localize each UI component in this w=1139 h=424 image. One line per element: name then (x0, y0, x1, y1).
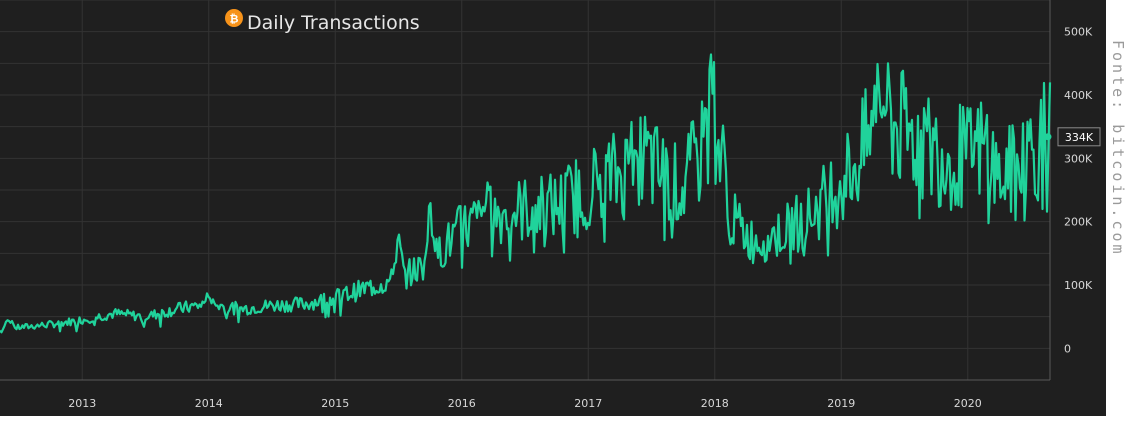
series-line (0, 53, 1052, 334)
x-tick-label: 2014 (195, 397, 223, 410)
y-tick-label: 100K (1064, 279, 1093, 292)
y-axis: 500K 400K 300K 200K 100K 0 (1064, 26, 1093, 356)
source-note: Fonte: bitcoin.com (1109, 40, 1133, 340)
x-axis: 2013 2014 2015 2016 2017 2018 2019 2020 (68, 397, 982, 410)
source-note-text: Fonte: bitcoin.com (1109, 40, 1127, 257)
chart-grid (0, 0, 1051, 381)
y-tick-label: 300K (1064, 152, 1093, 165)
last-value-point (1044, 133, 1052, 141)
chart-series-group (0, 53, 1052, 334)
x-tick-label: 2017 (574, 397, 602, 410)
chart-title: ₿ Daily Transactions (225, 9, 420, 34)
x-tick-label: 2013 (68, 397, 96, 410)
x-tick-label: 2018 (701, 397, 729, 410)
y-tick-label: 200K (1064, 216, 1093, 229)
x-tick-label: 2019 (827, 397, 855, 410)
chart-panel: 500K 400K 300K 200K 100K 0 2013 2014 2015 2016 20… (0, 0, 1106, 416)
last-value-label: 334K (1065, 131, 1094, 144)
x-tick-label: 2016 (448, 397, 476, 410)
x-tick-label: 2020 (954, 397, 982, 410)
y-tick-label: 0 (1064, 342, 1071, 355)
y-tick-label: 500K (1064, 26, 1093, 39)
last-value-badge: 334K (1057, 127, 1101, 147)
bitcoin-icon (225, 9, 243, 27)
chart-title-text: Daily Transactions (247, 12, 420, 34)
x-tick-label: 2015 (321, 397, 349, 410)
y-tick-label: 400K (1064, 89, 1093, 102)
bitcoin-icon-glyph: ₿ (230, 13, 239, 26)
